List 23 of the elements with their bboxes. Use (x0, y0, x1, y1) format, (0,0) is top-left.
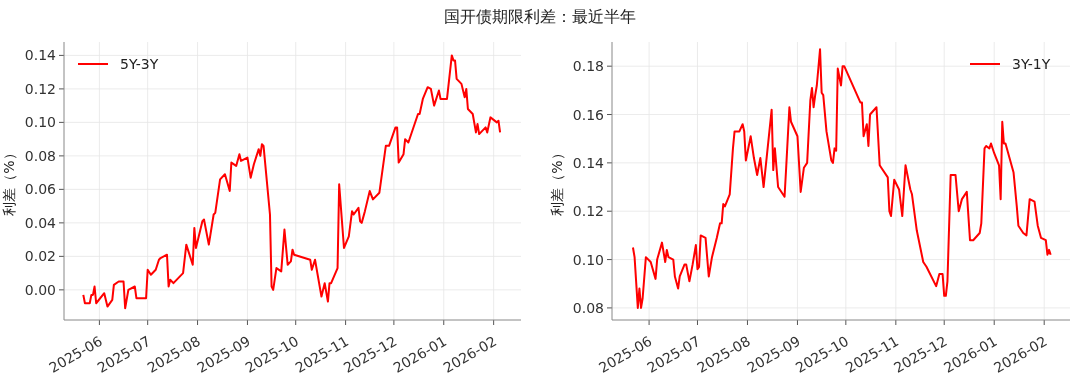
legend: 5Y-3Y (77, 56, 159, 72)
y-tick-label: 0.14 (24, 47, 57, 64)
legend: 3Y-1Y (969, 56, 1051, 72)
y-tick-label: 0.14 (572, 154, 605, 171)
y-tick-label: 0.04 (24, 214, 57, 231)
line-series (82, 54, 502, 310)
line-series (631, 48, 1052, 309)
legend-label: 3Y-1Y (1012, 56, 1051, 72)
y-tick-label: 0.18 (572, 58, 604, 75)
y-tick-label: 0.12 (572, 203, 604, 220)
y-axis-title: 利差（%） (1, 146, 17, 216)
y-tick-label: 0.08 (572, 299, 604, 316)
y-tick-label: 0.10 (24, 114, 56, 131)
y-tick-label: 0.12 (24, 80, 56, 97)
y-axis-title: 利差（%） (549, 146, 565, 216)
y-tick-label: 0.10 (572, 251, 604, 268)
legend-label: 5Y-3Y (120, 56, 159, 72)
chart-title: 国开债期限利差：最近半年 (444, 7, 636, 26)
y-tick-label: 0.00 (24, 281, 56, 298)
y-tick-label: 0.06 (24, 181, 57, 198)
y-tick-label: 0.02 (24, 248, 56, 265)
y-tick-label: 0.16 (572, 106, 605, 123)
y-tick-label: 0.08 (24, 147, 56, 164)
